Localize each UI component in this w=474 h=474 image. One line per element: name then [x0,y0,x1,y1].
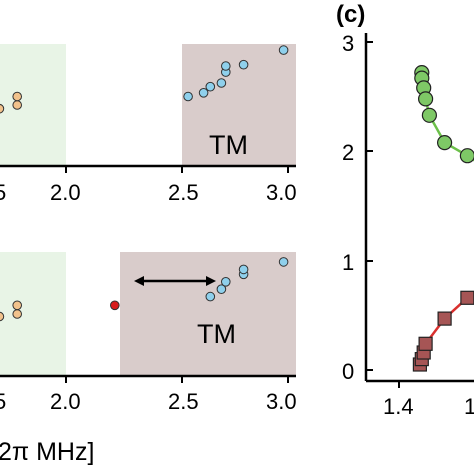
y-tick-label: 2 [342,140,354,165]
data-point [238,264,249,275]
data-point [221,277,231,287]
data-point [221,61,231,71]
data-point [205,81,216,92]
data-point [437,311,452,326]
data-point [216,78,227,88]
region-left-bg [0,44,66,166]
data-point [183,91,193,102]
arrowhead-left [134,276,144,286]
x-tick-label: 5 [0,180,6,205]
panel-label: (c) [336,1,365,28]
data-point [418,336,433,351]
region-label-tm: TM [197,319,236,349]
panel-right: (c) 3 2 1 0 1.4 1 [336,1,474,419]
data-points [0,257,289,322]
data-point [12,100,23,110]
data-point [238,59,249,70]
data-point [12,309,23,319]
x-tick-label: 1.4 [383,394,414,419]
data-point [12,91,23,102]
data-point [12,300,23,311]
x-tick-label: 2.5 [168,389,199,414]
x-axis-label: 2π MHz] [0,438,94,466]
panel-top-left: TM 5 2.0 2.5 3.0 [0,44,297,205]
data-point [216,284,227,295]
data-point [205,291,216,302]
data-point [278,257,289,267]
data-point [110,300,120,311]
y-tick-label: 3 [342,31,354,56]
data-point [437,135,453,151]
x-tick-label: 2.5 [168,180,199,205]
x-tick-label: 3.0 [266,180,297,205]
region-left-bg [0,252,66,376]
x-tick-label: 2.0 [50,389,81,414]
region-label-tm: TM [209,130,248,160]
x-tick-label: 2.0 [50,180,81,205]
region-right-bg [120,252,296,376]
data-point [0,311,5,322]
data-point [418,91,434,107]
data-point [421,107,437,123]
data-point [460,290,474,305]
y-tick-label: 0 [342,359,354,384]
panel-bottom-left: TM 5 2.0 2.5 3.0 2π MHz] [0,252,297,466]
data-point [198,88,209,98]
data-point [0,103,5,114]
x-tick-label: 1 [464,394,474,419]
x-tick-label: 5 [0,389,6,414]
data-point [278,45,289,55]
data-points [0,45,289,114]
arrowhead-right [206,276,216,286]
x-tick-label: 3.0 [266,389,297,414]
data-point [459,148,474,164]
y-tick-label: 1 [342,250,354,275]
series-layer [412,64,474,372]
